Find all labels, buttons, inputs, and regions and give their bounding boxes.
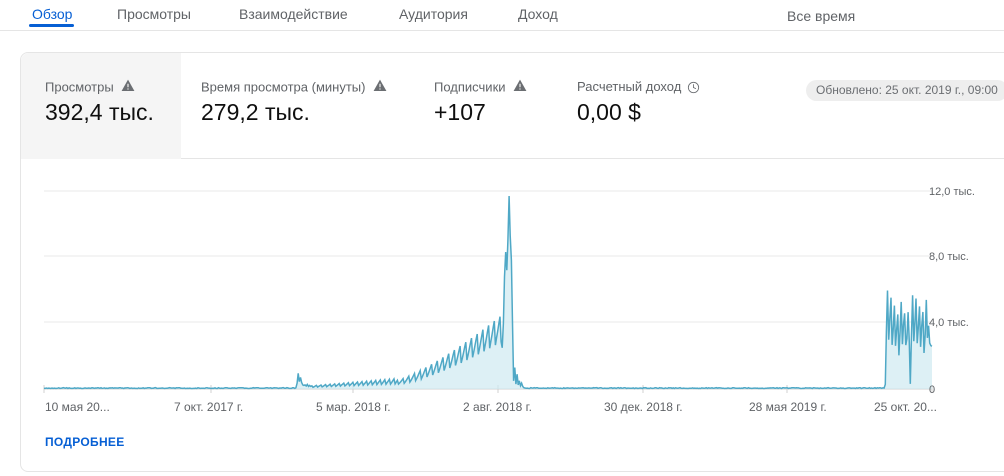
- svg-text:0: 0: [929, 384, 935, 396]
- svg-text:5 мар. 2018 г.: 5 мар. 2018 г.: [316, 400, 391, 414]
- svg-text:25 окт. 20...: 25 окт. 20...: [874, 400, 937, 414]
- svg-text:4,0 тыс.: 4,0 тыс.: [929, 317, 969, 329]
- svg-text:30 дек. 2018 г.: 30 дек. 2018 г.: [604, 400, 683, 414]
- svg-text:28 мая 2019 г.: 28 мая 2019 г.: [749, 400, 827, 414]
- svg-text:7 окт. 2017 г.: 7 окт. 2017 г.: [174, 400, 243, 414]
- svg-text:8,0 тыс.: 8,0 тыс.: [929, 251, 969, 263]
- svg-text:2 авг. 2018 г.: 2 авг. 2018 г.: [463, 400, 532, 414]
- svg-text:12,0 тыс.: 12,0 тыс.: [929, 186, 975, 198]
- svg-text:10 мая 20...: 10 мая 20...: [45, 400, 110, 414]
